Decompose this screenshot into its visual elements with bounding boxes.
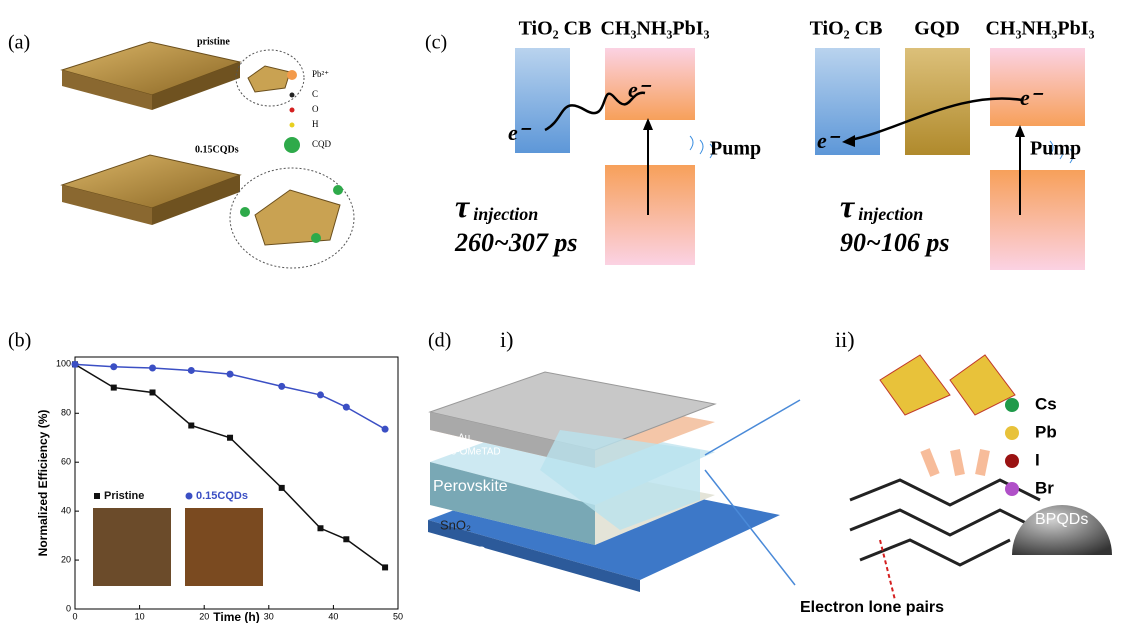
point bbox=[110, 363, 117, 370]
figure: (a) (b) (c) (d) pristine 0.15CQDs Pb²⁺ COH CQD Ti… bbox=[0, 0, 1135, 623]
label: Glass/ITO bbox=[428, 543, 486, 558]
label: Pb²⁺ bbox=[312, 69, 329, 79]
label: Br bbox=[1035, 478, 1054, 497]
x-tick-label: 20 bbox=[199, 611, 209, 621]
point bbox=[227, 435, 233, 441]
label: TiO₂ CB bbox=[810, 18, 883, 40]
label: TiO₂ CB bbox=[519, 18, 592, 40]
point bbox=[382, 564, 388, 570]
label: GQD bbox=[914, 18, 960, 40]
x-tick-label: 10 bbox=[135, 611, 145, 621]
legend-marker bbox=[1005, 398, 1019, 412]
tau-subscript: injection bbox=[473, 204, 538, 224]
legend-marker bbox=[1005, 482, 1019, 496]
tau-symbol: τ bbox=[455, 188, 471, 224]
label: 260~307 ps bbox=[454, 228, 577, 257]
label: I bbox=[1035, 450, 1040, 469]
y-tick-label: 0 bbox=[66, 603, 71, 613]
legend-label: Pristine bbox=[104, 490, 144, 502]
legend-marker bbox=[94, 493, 100, 499]
label: Pb bbox=[1035, 422, 1057, 441]
legend-marker bbox=[287, 70, 297, 80]
label: e⁻ bbox=[628, 77, 652, 102]
legend-marker bbox=[1005, 454, 1019, 468]
label: 0.15CQDs bbox=[195, 144, 239, 155]
point bbox=[279, 485, 285, 491]
label: ii) bbox=[835, 327, 855, 352]
label: e⁻ bbox=[1020, 85, 1044, 110]
label: CQD bbox=[312, 139, 332, 149]
tau-symbol: τ bbox=[840, 188, 856, 224]
label: Pump bbox=[1030, 138, 1081, 160]
x-axis-label: Time (h) bbox=[213, 610, 259, 623]
point bbox=[227, 371, 234, 378]
legend-marker bbox=[290, 123, 295, 128]
label: Au bbox=[458, 433, 470, 444]
x-tick-label: 0 bbox=[72, 611, 77, 621]
point bbox=[188, 423, 194, 429]
legend-label: 0.15CQDs bbox=[196, 490, 248, 502]
tau-subscript: injection bbox=[858, 204, 923, 224]
y-tick-label: 20 bbox=[61, 554, 71, 564]
legend-marker bbox=[1005, 426, 1019, 440]
y-tick-label: 40 bbox=[61, 506, 71, 516]
x-tick-label: 30 bbox=[264, 611, 274, 621]
point bbox=[343, 404, 350, 411]
panel-c-art bbox=[515, 48, 1085, 270]
legend-marker bbox=[284, 137, 300, 153]
photo bbox=[93, 508, 171, 586]
x-tick-label: 50 bbox=[393, 611, 403, 621]
label: O bbox=[312, 104, 319, 114]
point bbox=[382, 426, 389, 433]
x-tick-label: 40 bbox=[328, 611, 338, 621]
point bbox=[72, 361, 79, 368]
label: pristine bbox=[197, 36, 230, 47]
label: CH₃NH₃PbI₃ bbox=[985, 18, 1094, 40]
label: C bbox=[312, 89, 318, 99]
label: SnO₂ bbox=[440, 517, 471, 532]
legend-marker bbox=[290, 93, 295, 98]
label: (d) bbox=[428, 330, 451, 352]
photo bbox=[185, 508, 263, 586]
label: e⁻ bbox=[508, 120, 532, 145]
point bbox=[317, 525, 323, 531]
point bbox=[149, 365, 156, 372]
label: (a) bbox=[8, 32, 30, 54]
label: CH₃NH₃PbI₃ bbox=[600, 18, 709, 40]
legend-marker bbox=[186, 493, 193, 500]
label: e⁻ bbox=[817, 128, 841, 153]
y-tick-label: 80 bbox=[61, 408, 71, 418]
y-tick-label: 60 bbox=[61, 457, 71, 467]
y-axis-label: Normalized Efficiency (%) bbox=[36, 410, 50, 557]
point bbox=[188, 367, 195, 374]
panel-d-art bbox=[428, 355, 1112, 600]
label: Pump bbox=[710, 138, 761, 160]
point bbox=[343, 536, 349, 542]
label: i) bbox=[500, 327, 513, 352]
point bbox=[317, 391, 324, 398]
label: Electron lone pairs bbox=[800, 599, 944, 616]
label: (b) bbox=[8, 330, 31, 352]
point bbox=[111, 385, 117, 391]
legend-marker bbox=[290, 108, 295, 113]
label: BPQDs bbox=[1035, 511, 1088, 528]
label: Spiro-OMeTAD bbox=[433, 447, 501, 458]
label: H bbox=[312, 119, 319, 129]
label: Cs bbox=[1035, 394, 1057, 413]
point bbox=[150, 389, 156, 395]
label: 90~106 ps bbox=[840, 228, 949, 257]
label: Perovskite bbox=[433, 478, 508, 495]
point bbox=[278, 383, 285, 390]
y-tick-label: 100 bbox=[56, 359, 71, 369]
label: (c) bbox=[425, 32, 447, 54]
